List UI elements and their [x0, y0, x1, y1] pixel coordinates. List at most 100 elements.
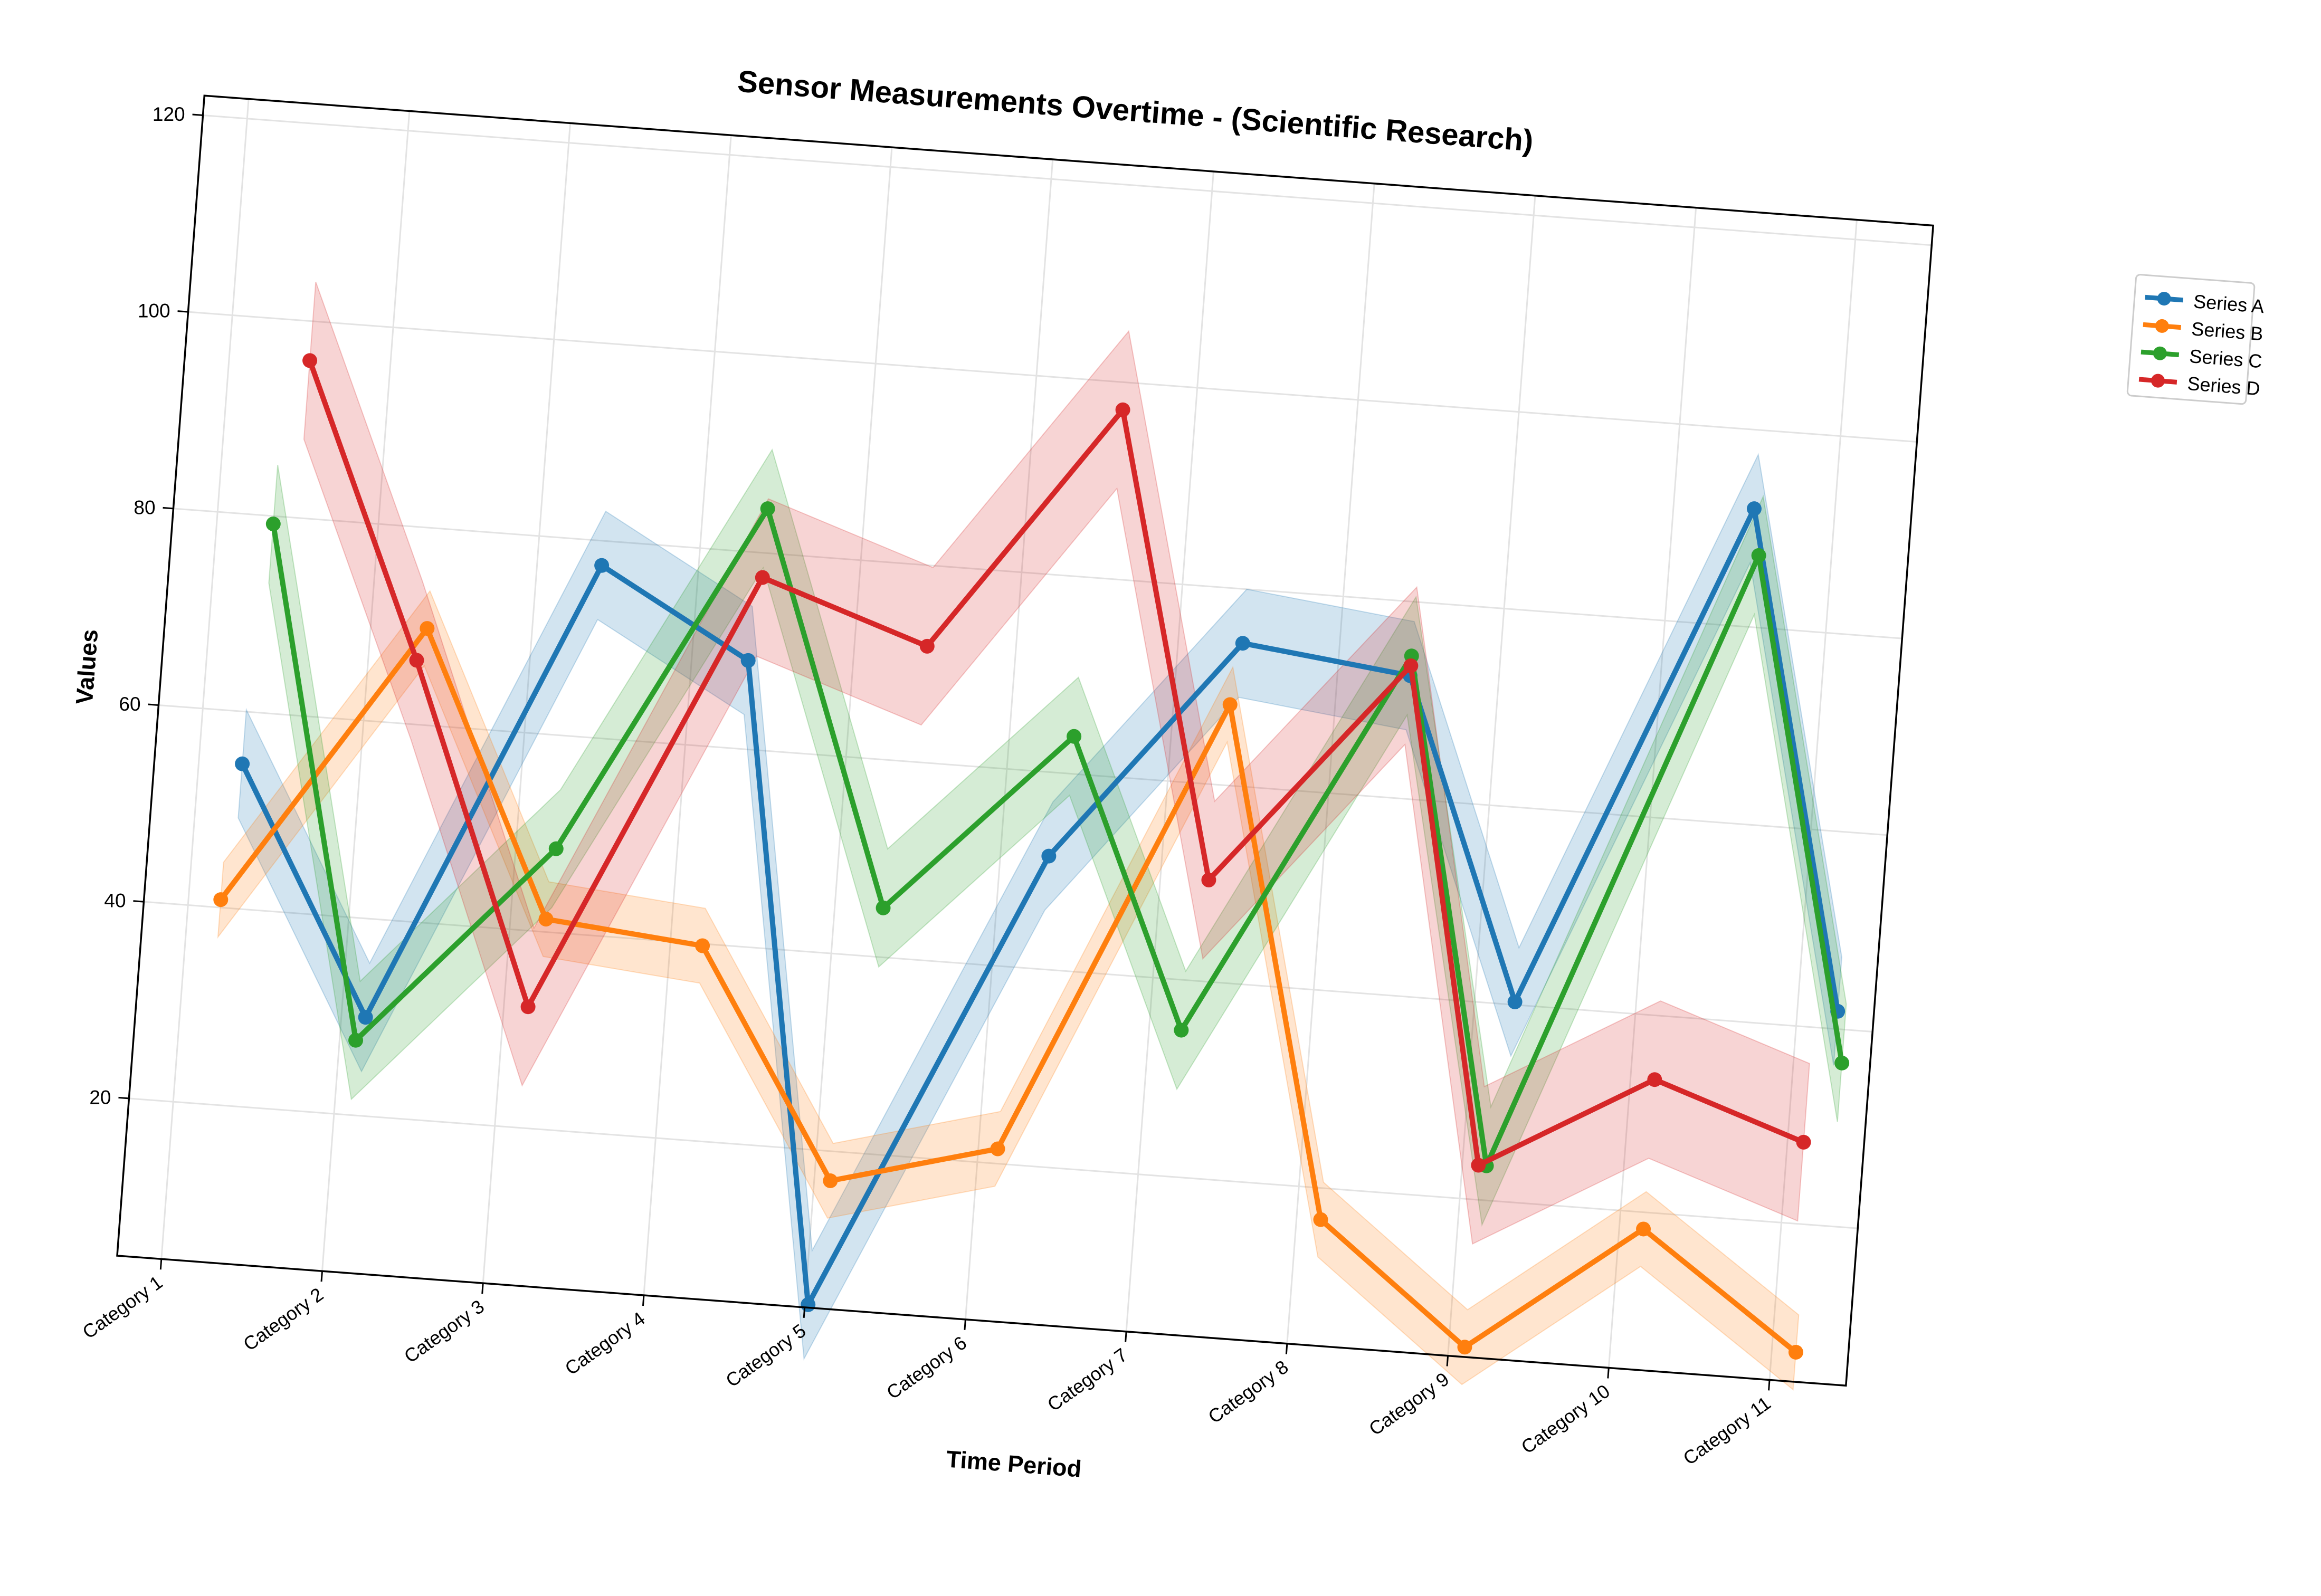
data-point	[1067, 729, 1082, 744]
data-point	[760, 501, 775, 517]
gridlines	[129, 99, 1932, 1380]
data-point	[548, 841, 564, 856]
legend-item-series-a: Series A	[2145, 290, 2265, 317]
band-series-d	[303, 282, 1810, 1245]
data-point	[538, 912, 554, 927]
x-tick-label: Category 2	[239, 1283, 327, 1355]
x-tick-label: Category 11	[1679, 1392, 1775, 1469]
y-tick	[148, 703, 159, 706]
data-point	[740, 653, 756, 668]
data-point	[755, 570, 770, 585]
data-point	[1403, 658, 1419, 673]
y-tick-label: 20	[89, 1086, 111, 1108]
data-point	[409, 653, 424, 668]
data-point	[235, 756, 250, 771]
data-point	[265, 517, 281, 532]
y-tick	[133, 900, 144, 903]
x-tick	[1607, 1368, 1610, 1379]
legend-marker	[2157, 292, 2171, 306]
data-point	[823, 1173, 838, 1189]
y-gridline	[144, 901, 1873, 1033]
data-point	[919, 638, 935, 654]
data-point	[1746, 501, 1762, 517]
data-point	[1222, 697, 1238, 712]
y-tick-label: 40	[104, 890, 126, 912]
data-point	[348, 1033, 364, 1048]
x-gridline	[1447, 195, 1536, 1356]
y-gridline	[158, 704, 1888, 836]
x-tick	[481, 1283, 484, 1294]
legend-box	[2126, 274, 2256, 405]
legend-marker	[2155, 319, 2169, 333]
band-series-c	[268, 448, 1847, 1227]
y-tick-label: 120	[153, 103, 185, 125]
x-tick-label: Category 10	[1517, 1380, 1614, 1458]
data-point	[302, 353, 318, 368]
data-point	[358, 1010, 373, 1025]
data-point	[695, 938, 710, 953]
band-series-a	[237, 453, 1842, 1361]
x-gridline	[1768, 219, 1858, 1380]
data-point	[1796, 1134, 1811, 1150]
x-axis-label: Time Period	[945, 1445, 1082, 1482]
y-gridline	[173, 508, 1903, 639]
confidence-bands	[217, 282, 1847, 1391]
y-tick	[118, 1096, 129, 1100]
legend-marker	[2151, 374, 2165, 388]
data-point	[801, 1297, 816, 1312]
x-gridline	[482, 123, 572, 1284]
data-point	[990, 1141, 1005, 1157]
x-tick	[1285, 1343, 1288, 1354]
data-point	[1041, 848, 1057, 864]
legend-label: Series B	[2191, 318, 2264, 345]
data-point	[1788, 1344, 1803, 1360]
x-gridline	[964, 159, 1054, 1320]
x-gridline	[1125, 171, 1214, 1332]
x-tick	[1446, 1355, 1449, 1366]
x-tick-label: Category 1	[79, 1271, 167, 1343]
x-tick-label: Category 8	[1204, 1356, 1292, 1428]
data-point	[1636, 1221, 1651, 1237]
legend-item-series-b: Series B	[2143, 318, 2264, 345]
band-series-b	[217, 590, 1800, 1391]
legend-label: Series A	[2193, 290, 2265, 317]
data-point	[1174, 1022, 1189, 1038]
series-series-d	[302, 353, 1811, 1173]
data-point	[1235, 636, 1250, 651]
y-tick-label: 80	[134, 496, 155, 518]
data-point	[594, 558, 610, 573]
y-axis-label: Values	[71, 628, 103, 705]
x-tick	[320, 1271, 324, 1282]
legend-marker	[2153, 346, 2167, 360]
y-tick	[177, 310, 188, 313]
data-point	[1313, 1212, 1328, 1227]
data-point	[1751, 548, 1766, 563]
data-point	[1647, 1072, 1662, 1087]
x-tick-label: Category 7	[1043, 1344, 1131, 1416]
data-point	[1834, 1055, 1850, 1071]
y-gridline	[188, 311, 1917, 443]
data-point	[420, 621, 435, 636]
y-tick	[192, 113, 203, 116]
y-gridline	[129, 1097, 1858, 1229]
data-point	[213, 892, 229, 907]
data-point	[1115, 402, 1130, 417]
y-tick-label: 100	[138, 300, 170, 322]
data-point	[1471, 1158, 1486, 1173]
x-tick-label: Category 5	[721, 1320, 810, 1391]
data-point	[876, 900, 891, 915]
x-tick	[1768, 1380, 1771, 1391]
y-gridline	[203, 114, 1932, 246]
x-gridline	[160, 99, 250, 1259]
x-gridline	[321, 111, 411, 1272]
y-tick-label: 60	[119, 693, 140, 715]
x-tick-label: Category 3	[400, 1295, 488, 1367]
x-tick-label: Category 4	[561, 1307, 649, 1379]
axes-frame	[116, 94, 1934, 1387]
data-point	[1457, 1340, 1472, 1355]
x-gridline	[1286, 183, 1375, 1344]
x-tick-label: Category 9	[1365, 1368, 1453, 1440]
plot-area: Category 1 Category 2 Category 3 Category 4…	[79, 94, 1934, 1469]
